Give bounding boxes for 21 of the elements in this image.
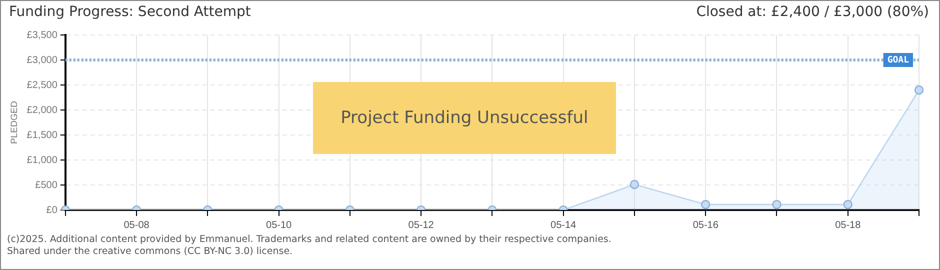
y-tick-label: £2,500 [26, 80, 58, 91]
y-tick-label: £0 [46, 204, 58, 216]
x-tick-label: 05-12 [408, 220, 434, 231]
y-tick-label: £3,000 [26, 54, 58, 66]
text: Shared under the creative commons (CC BY-NC 3.0) license. [7, 246, 294, 258]
ref-line-label: GOAL [887, 55, 910, 66]
x-tick-label: 05-10 [266, 220, 292, 231]
y-axis-title: PLEDGED [8, 100, 19, 144]
y-tick-label: £500 [35, 180, 58, 191]
y-tick-label: £3,500 [26, 30, 58, 41]
chart-title: Funding Progress: Second Attempt [9, 4, 251, 22]
y-tick-label: £1,500 [26, 130, 58, 141]
y-tick-label: £1,000 [26, 154, 58, 166]
y-tick-label: £2,000 [26, 104, 58, 116]
text: (c)2025. Additional content provided by Emmanuel. Trademarks and related content are owned by their respective companies. [7, 234, 612, 246]
x-tick-label: 05-16 [692, 220, 719, 231]
x-tick-label: 05-18 [835, 220, 862, 231]
notice-banner: Project Funding Unsuccessful [312, 82, 616, 154]
text: Closed at: £2,400 / £3,000 (80%) [696, 4, 929, 22]
x-tick-label: 05-08 [124, 220, 150, 231]
x-tick-label: 05-14 [550, 220, 577, 231]
